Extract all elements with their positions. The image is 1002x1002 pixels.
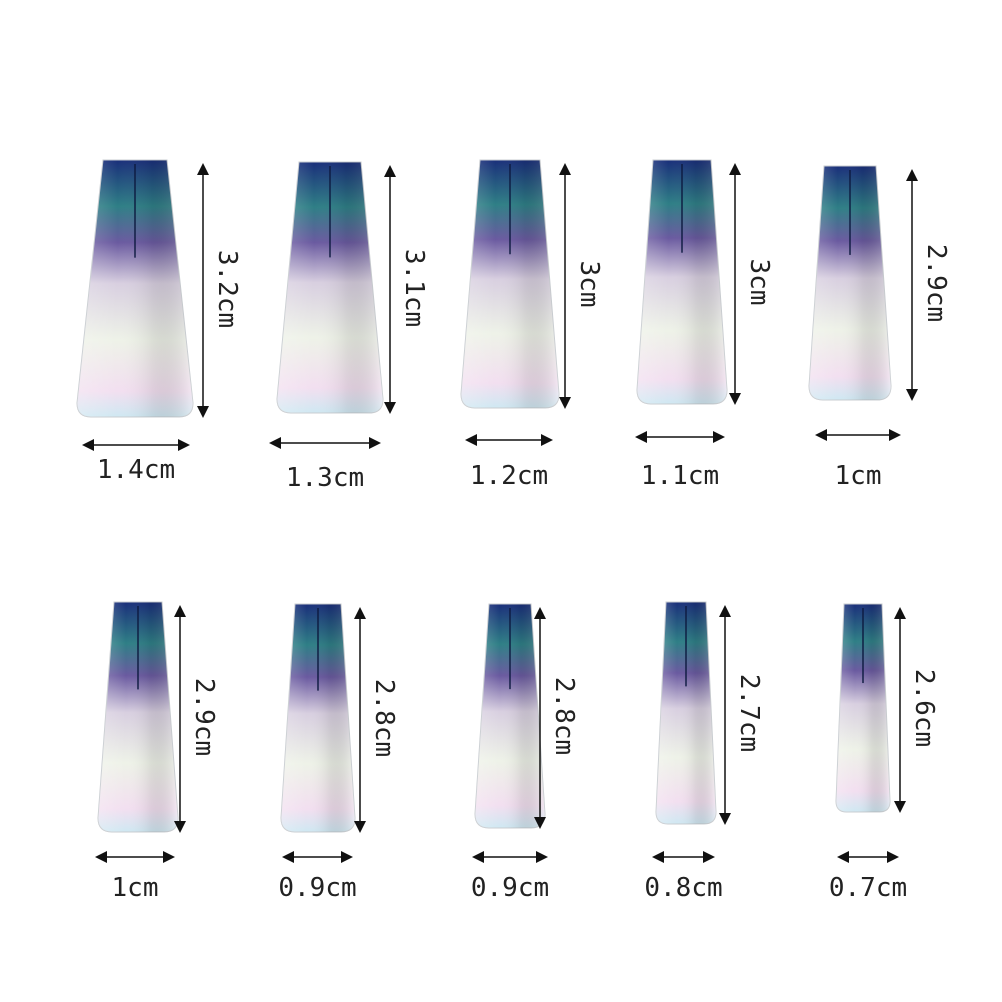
nail-shine	[475, 604, 545, 828]
nail-shine	[281, 604, 355, 832]
length-label: 2.8cm	[549, 676, 579, 756]
nail-shine	[277, 162, 383, 413]
length-label: 3.1cm	[399, 248, 429, 327]
width-label: 0.9cm	[470, 873, 550, 903]
width-label: 1cm	[111, 873, 159, 903]
length-label: 3cm	[574, 260, 604, 308]
length-label: 3cm	[744, 258, 774, 306]
nail-shine	[77, 160, 193, 417]
width-label: 1.1cm	[640, 461, 720, 491]
length-label: 2.7cm	[734, 673, 764, 753]
width-label: 1.4cm	[96, 455, 176, 485]
nail-shine	[809, 166, 891, 400]
length-label: 2.9cm	[921, 243, 951, 323]
nail-shine	[98, 602, 178, 832]
width-label: 0.8cm	[644, 873, 723, 903]
length-label: 3.2cm	[212, 249, 242, 328]
width-label: 0.9cm	[278, 873, 357, 903]
nail-shine	[637, 160, 727, 404]
length-label: 2.9cm	[189, 677, 219, 757]
nail-shine	[836, 604, 890, 812]
nail-shine	[656, 602, 716, 824]
width-label: 1cm	[834, 461, 882, 491]
length-label: 2.6cm	[909, 668, 939, 748]
length-label: 2.8cm	[369, 678, 399, 758]
width-label: 1.3cm	[285, 463, 365, 493]
width-label: 0.7cm	[828, 873, 908, 903]
nail-shine	[461, 160, 559, 408]
width-label: 1.2cm	[469, 461, 549, 491]
